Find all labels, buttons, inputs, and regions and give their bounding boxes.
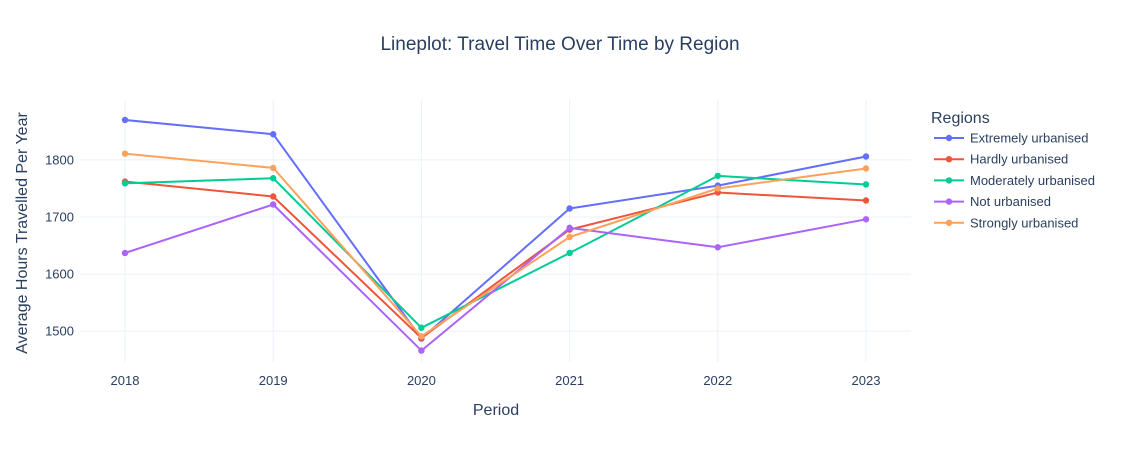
legend-swatch-marker bbox=[945, 198, 953, 205]
legend-item-label: Not urbanised bbox=[970, 194, 1051, 209]
x-tick-label: 2019 bbox=[259, 373, 288, 388]
data-point bbox=[862, 165, 870, 172]
data-point bbox=[270, 131, 277, 138]
legend-item: Hardly urbanised bbox=[934, 152, 1068, 167]
series-line bbox=[124, 174, 867, 329]
legend-item-label: Extremely urbanised bbox=[970, 131, 1089, 146]
axes: 2018 2019 2020 2021 2022 2023 1500 1600 1700 1800 bbox=[45, 152, 880, 388]
data-point bbox=[566, 249, 573, 257]
legend-items: Extremely urbanised Hardly urbanised Moder… bbox=[934, 131, 1095, 230]
data-point bbox=[418, 333, 425, 340]
series-group bbox=[121, 150, 870, 340]
y-tick-label: 1500 bbox=[45, 324, 74, 339]
x-tick-label: 2022 bbox=[703, 373, 732, 388]
legend-swatch-marker bbox=[945, 219, 953, 226]
y-tick-label: 1600 bbox=[45, 267, 74, 282]
series-group bbox=[121, 201, 870, 354]
legend-item-label: Hardly urbanised bbox=[970, 152, 1068, 167]
data-point bbox=[121, 116, 129, 124]
series-group bbox=[121, 178, 870, 342]
data-point bbox=[270, 201, 277, 208]
data-point bbox=[714, 244, 721, 251]
data-point bbox=[566, 224, 573, 232]
data-point bbox=[862, 153, 870, 160]
series-group bbox=[121, 172, 870, 331]
series-line bbox=[124, 180, 867, 339]
y-axis-title: Average Hours Travelled Per Year bbox=[14, 112, 31, 354]
y-tick-label: 1700 bbox=[45, 210, 74, 225]
series-lines bbox=[121, 116, 870, 354]
legend-item: Extremely urbanised bbox=[934, 131, 1089, 146]
legend-item-label: Moderately urbanised bbox=[970, 173, 1095, 188]
legend-swatch-marker bbox=[945, 177, 953, 184]
data-point bbox=[418, 324, 425, 331]
x-axis-title: Period bbox=[473, 402, 519, 419]
data-point bbox=[418, 347, 425, 354]
series-line bbox=[124, 203, 867, 352]
data-point bbox=[121, 180, 129, 187]
legend-item: Strongly urbanised bbox=[934, 215, 1078, 230]
series-line bbox=[124, 152, 867, 338]
data-point bbox=[862, 216, 870, 223]
legend-title: Regions bbox=[931, 110, 990, 127]
data-point bbox=[121, 150, 129, 157]
series-group bbox=[121, 116, 870, 342]
x-tick-label: 2023 bbox=[852, 373, 881, 388]
legend-item-label: Strongly urbanised bbox=[970, 215, 1078, 230]
data-point bbox=[714, 172, 721, 180]
legend-item: Not urbanised bbox=[934, 194, 1051, 209]
chart-title: Lineplot: Travel Time Over Time by Regio… bbox=[380, 34, 739, 55]
data-point bbox=[566, 233, 573, 241]
data-point bbox=[270, 164, 277, 172]
series-line bbox=[124, 119, 867, 340]
grid bbox=[80, 100, 911, 362]
data-point bbox=[270, 175, 277, 182]
data-point bbox=[566, 205, 573, 212]
legend-swatch-marker bbox=[945, 134, 953, 142]
x-tick-label: 2018 bbox=[111, 373, 140, 388]
x-tick-label: 2021 bbox=[555, 373, 584, 388]
data-point bbox=[862, 181, 870, 188]
legend-swatch-marker bbox=[945, 156, 953, 163]
data-point bbox=[270, 193, 277, 200]
legend: Regions Extremely urbanised Hardly urbani… bbox=[931, 110, 1095, 230]
x-tick-label: 2020 bbox=[407, 373, 436, 388]
legend-item: Moderately urbanised bbox=[934, 173, 1095, 188]
data-point bbox=[862, 197, 870, 204]
y-tick-label: 1800 bbox=[45, 152, 74, 167]
data-point bbox=[714, 185, 721, 192]
data-point bbox=[121, 249, 129, 257]
